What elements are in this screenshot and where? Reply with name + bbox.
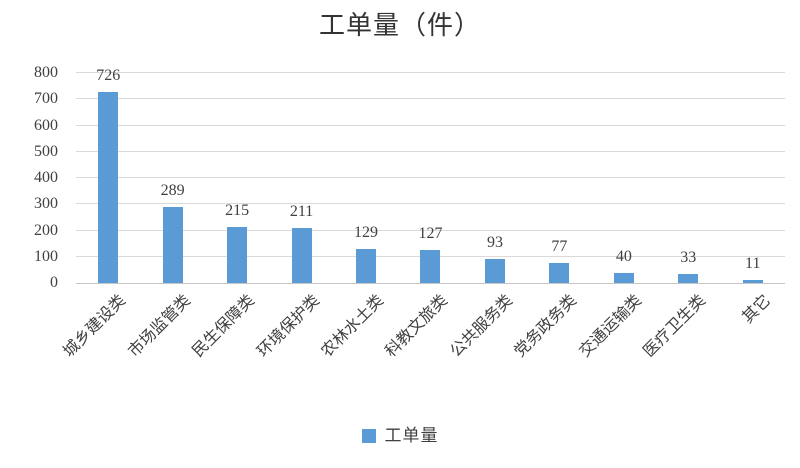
bar-value-label: 726: [96, 67, 121, 85]
bar: [484, 258, 505, 283]
bar: [549, 262, 570, 283]
y-tick-label: 800: [34, 64, 58, 81]
bar-value-label: 40: [615, 247, 632, 265]
category-tick-label: 交通运输类: [576, 292, 645, 361]
bar: [420, 249, 441, 283]
category-tick-label: 公共服务类: [447, 292, 516, 361]
category-tick-label: 科教文旅类: [382, 292, 452, 361]
bar-value-label: 77: [551, 237, 568, 255]
bar: [613, 272, 634, 283]
y-tick-label: 700: [34, 90, 58, 108]
bar-value-label: 129: [354, 224, 379, 242]
category-tick-label: 民生保障类: [189, 292, 259, 361]
y-tick-label: 400: [34, 169, 58, 186]
y-tick-label: 300: [34, 195, 58, 213]
bar: [678, 274, 699, 283]
gridline: [76, 124, 785, 126]
bar-slot: 93 公共服务类: [447, 73, 527, 361]
x-axis-line: [76, 283, 785, 284]
bar-slots: 726 城乡建设类 289 市场监管类 215 民生保障类 211 环境保护类 129 农林水土类…: [61, 67, 785, 361]
legend: 工单量: [0, 427, 800, 445]
bar-value-label: 127: [418, 224, 443, 242]
gridline: [76, 177, 785, 178]
y-tick-label: 0: [50, 274, 58, 291]
bar-slot: 33 医疗卫生类: [641, 73, 720, 360]
bar-value-label: 211: [289, 202, 314, 220]
bar: [227, 226, 248, 283]
y-tick-label: 100: [34, 247, 58, 265]
bar: [291, 227, 312, 283]
bar-slot: 211 环境保护类: [254, 73, 333, 361]
y-tick-label: 200: [34, 221, 58, 239]
category-tick-label: 其它: [739, 292, 774, 327]
bar-slot: 129 农林水土类: [318, 73, 398, 360]
y-tick-label: 600: [34, 116, 58, 134]
category-tick-label: 党务政务类: [511, 292, 581, 361]
bar-slot: 127 科教文旅类: [383, 73, 462, 361]
bar: [98, 92, 119, 283]
category-tick-label: 环境保护类: [254, 292, 323, 361]
y-tick-label: 500: [34, 142, 58, 160]
bar: [356, 249, 377, 283]
bar-slot: 11 其它: [721, 73, 785, 327]
bar-value-label: 33: [680, 249, 697, 267]
plot-area: 726 城乡建设类 289 市场监管类 215 民生保障类 211 环境保护类 129 农林水土类…: [61, 67, 785, 361]
bar-slot: 77 党务政务类: [512, 73, 591, 361]
legend-label: 工单量: [384, 426, 439, 445]
y-axis: 0 100 200 300 400 500 600 700 800: [0, 64, 58, 291]
category-tick-label: 农林水土类: [318, 292, 388, 361]
bar: [742, 280, 763, 283]
category-tick-label: 城乡建设类: [60, 292, 130, 361]
bar: [162, 207, 183, 283]
gridline: [76, 203, 785, 205]
bar-slot: 289 市场监管类: [125, 73, 204, 360]
gridline: [76, 72, 785, 73]
legend-color-swatch-icon: [361, 429, 376, 443]
bar-value-label: 93: [486, 233, 503, 251]
bar-value-label: 11: [745, 255, 761, 273]
gridline: [76, 229, 785, 231]
category-tick-label: 医疗卫生类: [640, 292, 710, 361]
bar-slot: 726 城乡建设类: [61, 67, 140, 360]
bar-slot: 40 交通运输类: [576, 73, 656, 361]
chart-title: 工单量（件）: [318, 11, 481, 40]
bar-value-label: 215: [225, 201, 250, 219]
gridline: [76, 150, 785, 152]
gridline: [76, 98, 785, 100]
category-tick-label: 市场监管类: [125, 292, 194, 361]
bar-value-label: 289: [160, 182, 185, 200]
bar-slot: 215 民生保障类: [190, 73, 269, 361]
